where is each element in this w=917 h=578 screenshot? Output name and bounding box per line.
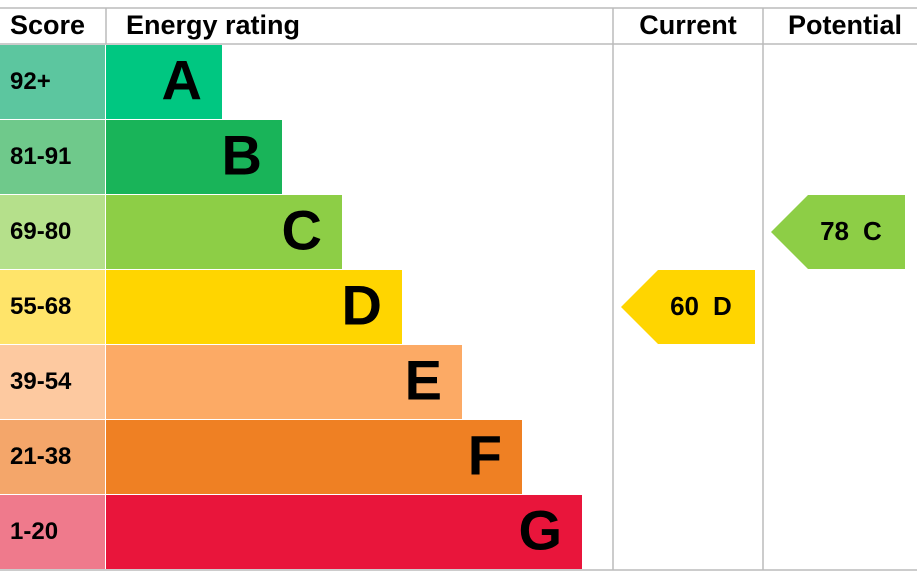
header-energy-rating: Energy rating xyxy=(126,10,300,40)
rating-bar xyxy=(106,420,522,494)
grid xyxy=(0,7,917,571)
score-range: 92+ xyxy=(10,68,51,95)
current-arrow xyxy=(621,270,755,344)
score-cell xyxy=(0,345,105,419)
band-letter: D xyxy=(342,273,382,336)
rating-bar xyxy=(106,270,402,344)
current-band: D xyxy=(713,291,732,321)
band-letter: E xyxy=(405,348,442,411)
score-cell xyxy=(0,45,105,119)
score-range: 1-20 xyxy=(10,518,58,545)
potential-band: C xyxy=(863,216,882,246)
score-range: 55-68 xyxy=(10,293,71,320)
header-current: Current xyxy=(639,10,737,40)
rating-bar xyxy=(106,120,282,194)
band-letter: F xyxy=(468,423,502,486)
score-cell xyxy=(0,195,105,269)
score-range: 81-91 xyxy=(10,143,71,170)
score-cell xyxy=(0,120,105,194)
score-cell xyxy=(0,420,105,494)
rating-bar xyxy=(106,495,582,569)
rating-bar xyxy=(106,195,342,269)
rating-bar xyxy=(106,345,462,419)
rating-bar xyxy=(106,45,222,119)
potential-arrow xyxy=(771,195,905,269)
score-cell xyxy=(0,270,105,344)
band-letter: G xyxy=(518,498,562,561)
header-score: Score xyxy=(10,10,85,40)
band-letter: B xyxy=(222,123,262,186)
band-letter: A xyxy=(162,48,202,111)
band-letter: C xyxy=(282,198,322,261)
score-range: 69-80 xyxy=(10,218,71,245)
score-cell xyxy=(0,495,105,569)
potential-score: 78 xyxy=(820,216,849,246)
score-range: 39-54 xyxy=(10,368,72,395)
header-potential: Potential xyxy=(788,10,902,40)
score-range: 21-38 xyxy=(10,443,71,470)
current-score: 60 xyxy=(670,291,699,321)
